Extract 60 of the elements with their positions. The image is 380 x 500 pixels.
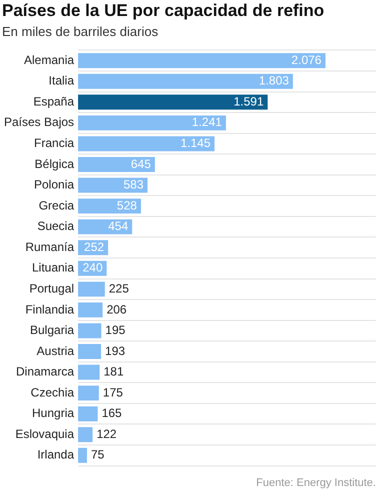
bar <box>78 386 99 401</box>
data-label: 1.803 <box>258 74 290 88</box>
data-label: 175 <box>102 385 124 400</box>
y-tick-label: Bélgica <box>34 156 74 171</box>
bar <box>78 74 293 89</box>
y-tick-label: Francia <box>34 136 74 150</box>
data-label: 1.241 <box>192 115 222 130</box>
y-tick-label: Austria <box>36 344 74 358</box>
data-label: 165 <box>102 406 122 420</box>
data-label: 645 <box>130 156 152 171</box>
bar <box>78 448 87 463</box>
data-label: 2.076 <box>291 52 322 67</box>
y-tick-label: Dinamarca <box>16 364 74 379</box>
y-tick-label: Alemania <box>24 52 74 67</box>
y-tick-label: Italia <box>48 74 74 88</box>
bar <box>78 302 103 318</box>
data-label: 454 <box>108 219 128 234</box>
y-tick-label: Lituania <box>32 260 74 275</box>
data-label: 75 <box>90 448 105 462</box>
y-tick-label: Portugal <box>29 281 74 296</box>
y-tick-label: Países Bajos <box>4 115 74 130</box>
bar <box>78 198 141 214</box>
bar <box>78 344 102 359</box>
y-tick-label: Czechia <box>30 385 74 400</box>
bar <box>78 94 268 110</box>
y-tick-label: Rumanía <box>25 240 74 254</box>
y-tick-label: Eslovaquia <box>15 426 74 441</box>
bar <box>78 53 326 68</box>
chart-subtitle: En miles de barriles diarios <box>1 23 160 39</box>
bar <box>78 282 105 297</box>
data-label: 240 <box>82 260 103 275</box>
y-tick-label: Suecia <box>37 219 74 234</box>
data-label: 195 <box>105 323 126 338</box>
bar <box>78 157 155 172</box>
data-label: 1.145 <box>180 136 211 150</box>
data-label: 181 <box>104 364 124 379</box>
bar <box>78 323 102 338</box>
bar <box>78 364 100 380</box>
y-tick-label: Irlanda <box>37 448 74 462</box>
y-tick-label: Bulgaria <box>30 323 74 338</box>
data-label: 1.591 <box>234 94 264 108</box>
data-label: 193 <box>105 344 126 358</box>
bar <box>78 136 215 152</box>
chart-title: Países de la UE por capacidad de refino <box>1 0 326 21</box>
bar <box>78 115 226 130</box>
bar <box>78 406 98 422</box>
data-label: 122 <box>96 426 117 441</box>
data-label: 225 <box>108 281 130 296</box>
y-tick-label: Polonia <box>34 178 74 192</box>
y-tick-label: Finlandia <box>25 302 74 316</box>
data-label: 206 <box>106 302 127 316</box>
y-tick-label: Hungria <box>32 406 74 420</box>
source-note: Fuente: Energy Institute. <box>255 477 377 489</box>
y-tick-label: Grecia <box>38 198 74 212</box>
data-label: 583 <box>123 178 144 192</box>
bar <box>78 427 93 442</box>
data-label: 252 <box>84 240 104 254</box>
y-tick-label: España <box>33 94 74 108</box>
data-label: 528 <box>116 198 138 212</box>
bar <box>78 178 148 193</box>
